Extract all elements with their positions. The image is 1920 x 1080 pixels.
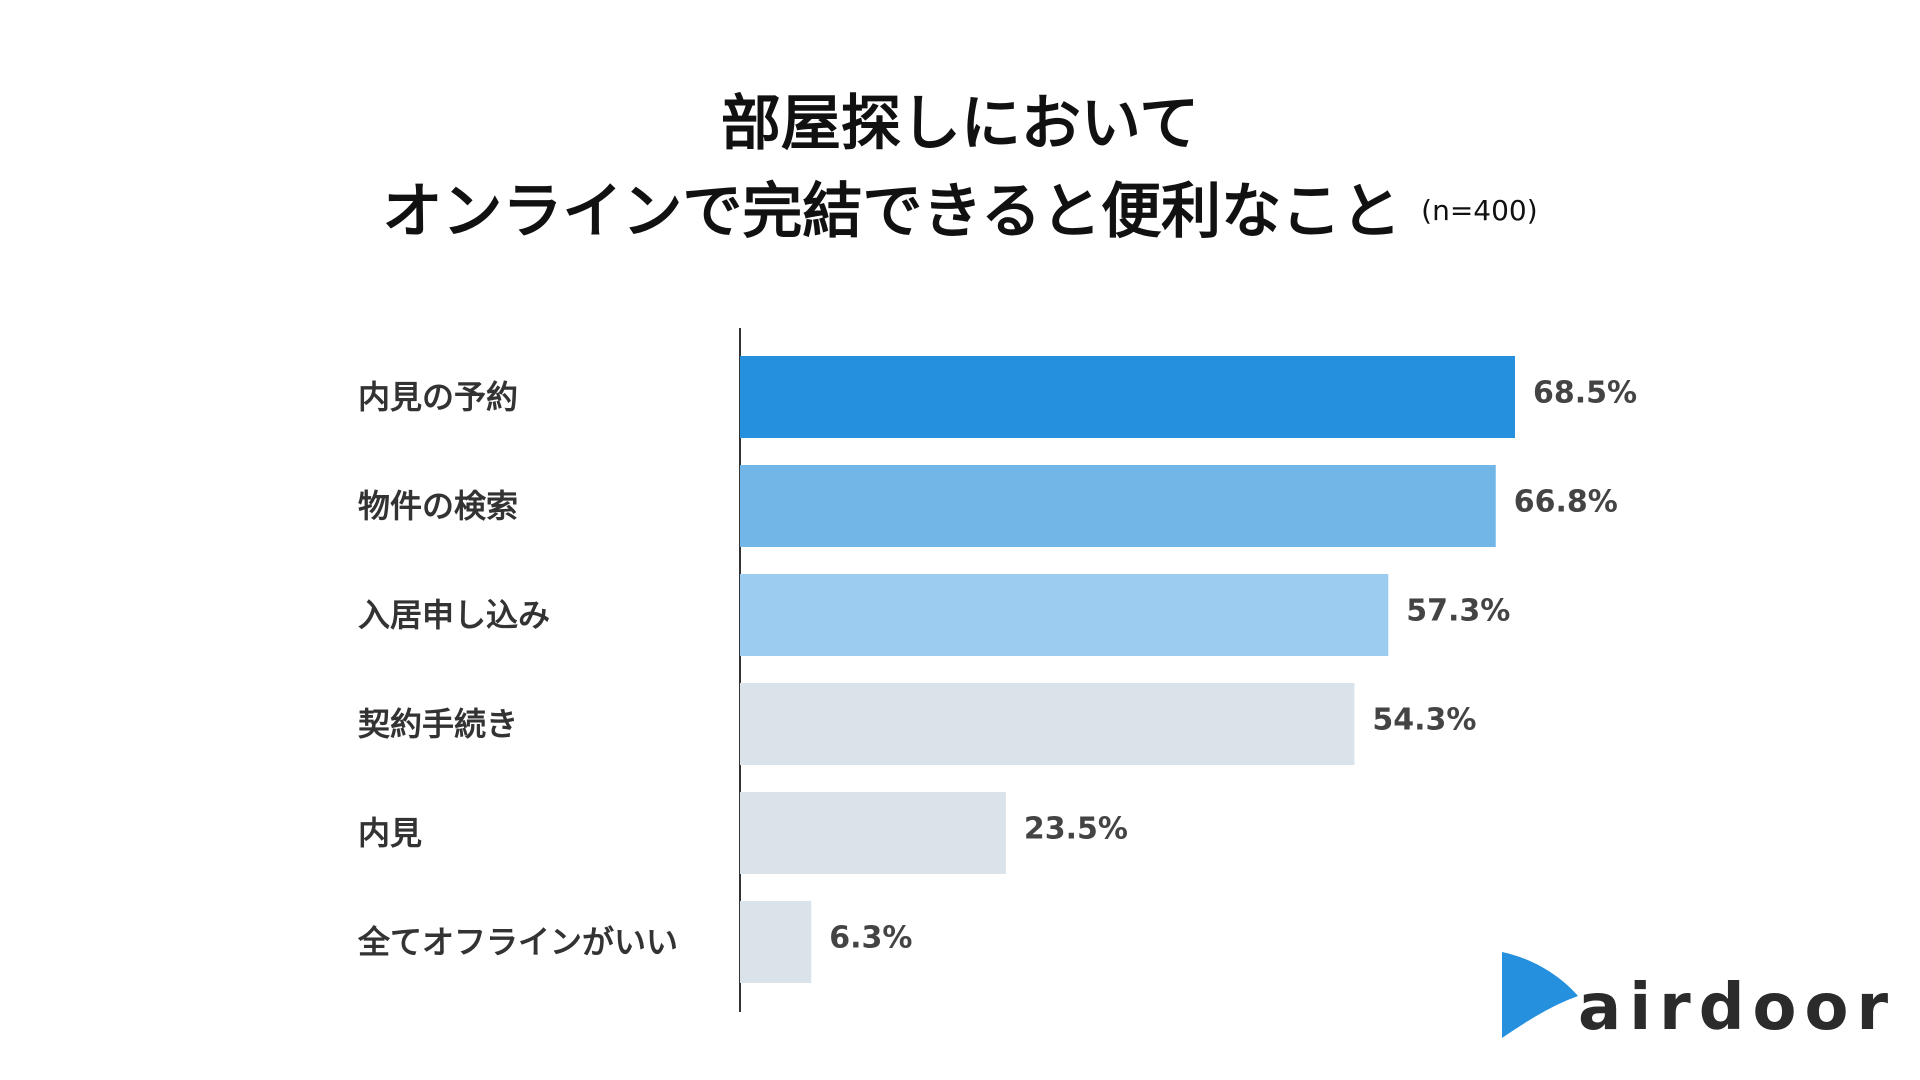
category-label-3: 入居申し込み (358, 596, 550, 634)
airdoor-logo-icon (1502, 952, 1578, 1038)
bar-1 (740, 356, 1515, 438)
value-label-4: 54.3% (1372, 703, 1476, 738)
bar-4 (740, 683, 1355, 765)
value-label-1: 68.5% (1533, 376, 1637, 411)
category-label-2: 物件の検索 (358, 487, 518, 525)
value-label-5: 23.5% (1024, 812, 1128, 847)
value-label-2: 66.8% (1514, 485, 1618, 520)
bar-5 (740, 792, 1006, 874)
category-label-4: 契約手続き (358, 705, 518, 743)
category-label-5: 内見 (358, 814, 422, 852)
category-label-6: 全てオフラインがいい (357, 923, 678, 961)
chart-title-line-2: オンラインで完結できると便利なこと (n=400) (0, 168, 1920, 259)
value-labels: 68.5% 66.8% 57.3% 54.3% 23.5% 6.3% (829, 376, 1637, 956)
brand-name: airdoor (1578, 971, 1896, 1045)
chart-title: 部屋探しにおいて オンラインで完結できると便利なこと (n=400) (0, 80, 1920, 259)
bar-3 (740, 574, 1389, 656)
value-label-6: 6.3% (829, 921, 912, 956)
bar-6 (740, 901, 812, 983)
chart-title-line-2-text: オンラインで完結できると便利なこと (382, 177, 1402, 247)
bar-2 (740, 465, 1496, 547)
bars (740, 356, 1515, 983)
chart-title-line-1: 部屋探しにおいて (720, 89, 1200, 159)
sample-size-note: (n=400) (1421, 194, 1538, 228)
value-label-3: 57.3% (1406, 594, 1510, 629)
category-label-1: 内見の予約 (358, 378, 518, 416)
